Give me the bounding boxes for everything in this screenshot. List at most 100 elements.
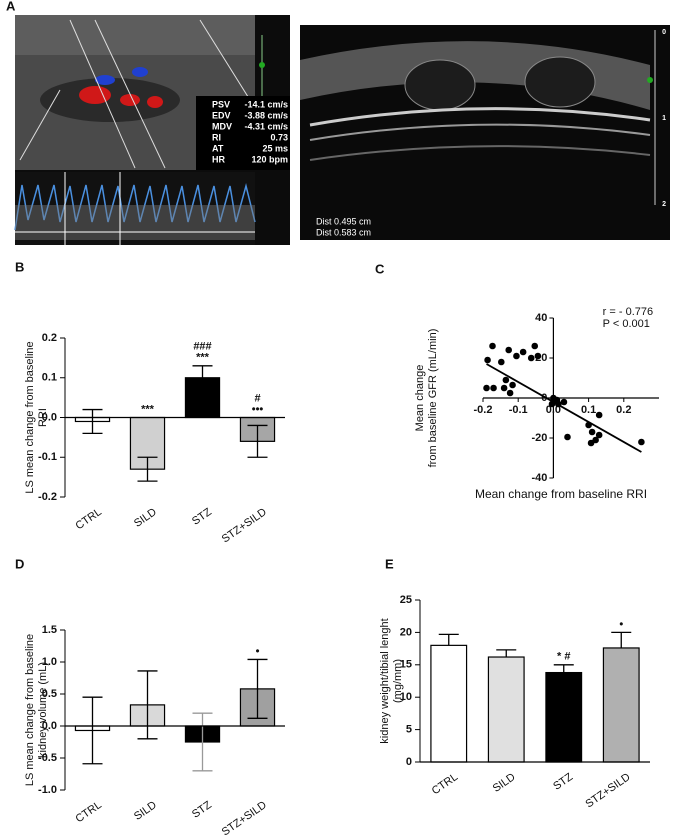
panel-label: A <box>6 0 16 13</box>
bar <box>545 671 583 763</box>
error-bar <box>553 664 574 673</box>
y-tick-label: 10 <box>400 691 412 703</box>
error-bar <box>82 696 103 765</box>
y-tick-label: 0 <box>406 756 412 768</box>
y-tick-label: -20 <box>531 432 547 444</box>
point <box>500 384 508 392</box>
depth-label: 2 <box>662 201 666 208</box>
y-tick-label: -0.1 <box>38 451 57 463</box>
measurement: Dist 0.495 cm <box>316 216 371 226</box>
reading-value: 0.73 <box>270 132 288 142</box>
significance: • <box>256 645 260 657</box>
x-tick-label: SILD <box>132 506 159 530</box>
panel-label: D <box>15 556 24 571</box>
depth-label: 0 <box>662 29 666 36</box>
x-tick-label: CTRL <box>73 799 103 825</box>
x-tick-label: CTRL <box>430 771 460 797</box>
y-tick-label: 0.0 <box>42 411 57 423</box>
reading-name: PSV <box>212 99 230 109</box>
x-tick-label: STZ+SILD <box>220 799 269 838</box>
depth-label: 1 <box>662 115 666 122</box>
significance: • <box>619 618 623 630</box>
y-tick-label: 20 <box>400 626 412 638</box>
panel-label: E <box>385 556 394 571</box>
error-bar <box>247 658 268 719</box>
reading-value: 120 bpm <box>251 154 288 164</box>
bar <box>430 644 468 763</box>
point <box>564 433 571 441</box>
x-tick-label: STZ <box>190 799 214 821</box>
annotation: P < 0.001 <box>603 318 650 330</box>
error-bar <box>496 649 517 658</box>
point <box>490 384 497 392</box>
kidney-image <box>300 25 670 240</box>
reading-name: HR <box>212 154 225 164</box>
point <box>506 389 514 397</box>
error-bar <box>192 365 213 391</box>
point <box>595 431 603 439</box>
x-tick-label: STZ+SILD <box>583 771 632 810</box>
reading-value: 25 ms <box>262 143 288 153</box>
point <box>534 352 542 360</box>
x-tick-label: STZ+SILD <box>220 506 269 545</box>
point <box>498 358 505 366</box>
y-tick-label: -0.2 <box>38 491 57 503</box>
significance: # <box>254 392 260 404</box>
significance: * # <box>557 651 570 663</box>
significance: ### <box>193 341 211 353</box>
point <box>502 376 510 384</box>
point <box>638 438 645 446</box>
trend-line <box>486 363 642 453</box>
point <box>513 352 520 360</box>
y-axis-label: (mg/mm) <box>392 659 404 703</box>
point <box>592 436 599 444</box>
x-tick-label: STZ <box>551 771 575 793</box>
y-axis-label: RRI <box>37 408 49 427</box>
doppler-image <box>14 15 290 245</box>
y-tick-label: 15 <box>400 659 412 671</box>
bar <box>602 647 640 763</box>
y-axis-label: LS mean change from baseline <box>24 341 36 493</box>
point <box>588 428 596 436</box>
point <box>509 381 516 389</box>
point <box>531 342 539 350</box>
y-tick-label: 25 <box>400 594 412 606</box>
point <box>548 400 556 408</box>
error-bar <box>611 631 632 648</box>
x-tick-label: 0.1 <box>581 404 596 416</box>
y-tick-label: 0.0 <box>42 720 57 732</box>
y-axis-label: kidney weight/tibial lenght <box>379 618 391 743</box>
y-tick-label: -40 <box>531 472 547 484</box>
x-tick-label: CTRL <box>73 506 103 532</box>
y-axis-label: kidney volume (mL) <box>37 662 49 758</box>
panel-label: C <box>375 261 385 276</box>
y-tick-label: 0 <box>541 392 547 404</box>
reading-name: AT <box>212 143 224 153</box>
point <box>595 411 603 419</box>
point <box>585 421 592 429</box>
point <box>489 342 496 350</box>
error-bar <box>137 456 158 482</box>
annotation: r = - 0.776 <box>603 306 653 318</box>
point <box>555 400 562 408</box>
reading-name: MDV <box>212 121 232 131</box>
significance: ••• <box>252 403 264 415</box>
x-tick-label: -0.1 <box>509 404 528 416</box>
x-tick-label: SILD <box>132 799 159 823</box>
x-tick-label: 0.2 <box>616 404 631 416</box>
error-bar <box>82 408 103 435</box>
point <box>484 356 491 364</box>
y-tick-label: 0.2 <box>42 332 57 344</box>
y-axis-label: from baseline GFR (mL/min) <box>427 329 439 468</box>
measurement: Dist 0.583 cm <box>316 227 371 237</box>
reading-value: -14.1 cm/s <box>244 99 288 109</box>
y-tick-label: 5 <box>406 724 412 736</box>
error-bar <box>192 712 213 772</box>
reading-value: -4.31 cm/s <box>244 121 288 131</box>
panel-label: B <box>15 259 24 274</box>
y-tick-label: 40 <box>535 312 547 324</box>
y-tick-label: 1.0 <box>42 656 57 668</box>
y-tick-label: -0.5 <box>38 752 57 764</box>
y-tick-label: 0.1 <box>42 372 57 384</box>
